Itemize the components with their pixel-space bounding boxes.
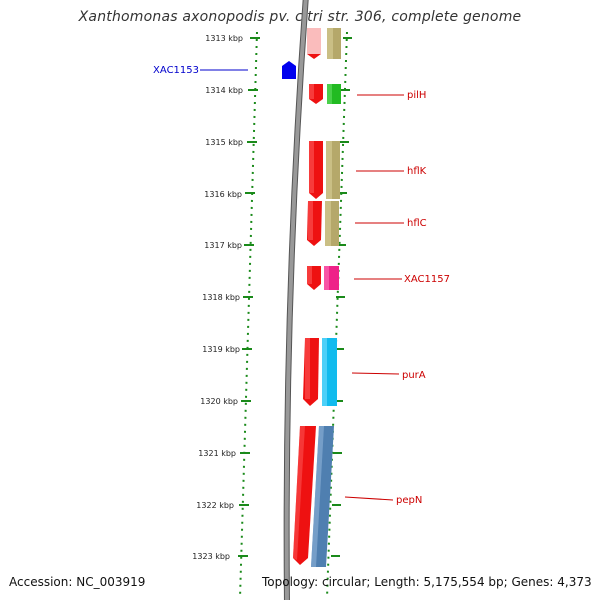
ruler-tick-1321: 1321 kbp bbox=[198, 449, 342, 458]
ruler-tick-1318: 1318 kbp bbox=[202, 293, 345, 302]
ruler-tick-1323: 1323 kbp bbox=[192, 552, 340, 561]
gene-xac1153-arrow bbox=[282, 61, 296, 79]
tick-label-1319: 1319 kbp bbox=[202, 345, 240, 354]
gene-hflc[interactable]: hflC bbox=[307, 201, 427, 246]
gene-pepn[interactable]: pepN bbox=[293, 426, 422, 567]
ruler-ticks: 1313 kbp 1314 kbp 1315 kbp 1316 kbp 1317… bbox=[192, 34, 352, 561]
backbone-arc bbox=[284, 0, 308, 600]
gene-xac1153-label: XAC1153 bbox=[153, 65, 199, 76]
tick-label-1316: 1316 kbp bbox=[204, 190, 242, 199]
ruler-tick-1315: 1315 kbp bbox=[205, 138, 349, 147]
tick-label-1314: 1314 kbp bbox=[205, 86, 243, 95]
ruler-tick-1322: 1322 kbp bbox=[196, 501, 341, 510]
accession-text: Accession: NC_003919 bbox=[9, 575, 146, 589]
map-title: Xanthomonas axonopodis pv. citri str. 30… bbox=[78, 9, 522, 25]
gene-xac1157-label: XAC1157 bbox=[404, 274, 450, 285]
tick-label-1320: 1320 kbp bbox=[200, 397, 238, 406]
gene-pura[interactable]: purA bbox=[303, 338, 426, 406]
gene-pura-label: purA bbox=[402, 370, 426, 381]
gene-top-partial[interactable] bbox=[307, 28, 341, 59]
tick-label-1317: 1317 kbp bbox=[204, 241, 242, 250]
gene-xac1153[interactable]: XAC1153 bbox=[153, 61, 296, 79]
tick-label-1318: 1318 kbp bbox=[202, 293, 240, 302]
tick-label-1323: 1323 kbp bbox=[192, 552, 230, 561]
gene-pilh[interactable]: pilH bbox=[309, 84, 426, 104]
ruler-tick-1314: 1314 kbp bbox=[205, 86, 350, 95]
tick-label-1313: 1313 kbp bbox=[205, 34, 243, 43]
tick-label-1315: 1315 kbp bbox=[205, 138, 243, 147]
outer-band bbox=[240, 30, 350, 600]
tick-label-1322: 1322 kbp bbox=[196, 501, 234, 510]
gene-hflk[interactable]: hflK bbox=[309, 141, 427, 199]
gene-hflk-label: hflK bbox=[407, 166, 427, 177]
gene-hflc-label: hflC bbox=[407, 218, 427, 229]
gene-pepn-label: pepN bbox=[396, 495, 422, 506]
gene-xac1157[interactable]: XAC1157 bbox=[307, 266, 450, 290]
topology-summary: Topology: circular; Length: 5,175,554 bp… bbox=[262, 575, 592, 589]
tick-label-1321: 1321 kbp bbox=[198, 449, 236, 458]
gene-pilh-label: pilH bbox=[407, 90, 426, 101]
ruler-tick-1313: 1313 kbp bbox=[205, 34, 352, 43]
